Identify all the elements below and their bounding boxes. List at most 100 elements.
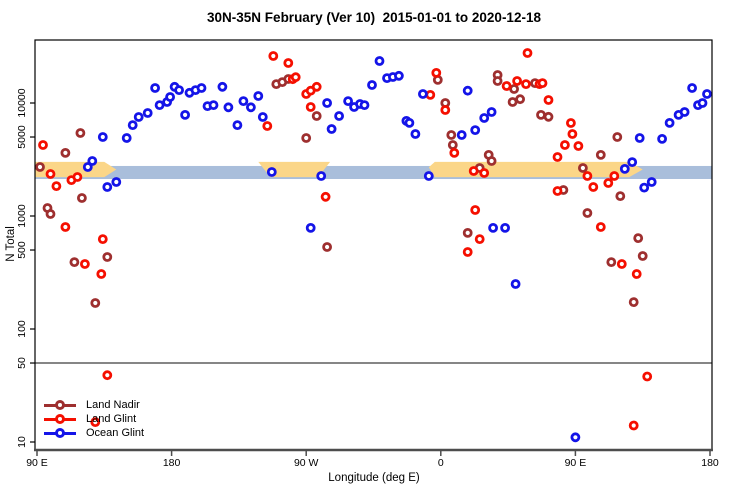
land-glint-marker-icon [44, 414, 76, 424]
yellow-band-segment [35, 161, 117, 178]
data-point-ocean-glint [374, 56, 385, 66]
data-point-land-nadir [311, 111, 322, 121]
data-point-land-glint [72, 172, 83, 182]
data-point-ocean-glint [423, 171, 434, 181]
legend-label: Land Nadir [86, 399, 140, 411]
ocean-glint-marker-icon [44, 428, 76, 438]
y-tick-label: 10000 [16, 88, 28, 117]
legend-item-ocean-glint: Ocean Glint [44, 426, 144, 440]
data-point-ocean-glint [664, 118, 675, 128]
data-point-land-nadir [615, 191, 626, 202]
data-point-land-nadir [447, 140, 458, 150]
data-point-land-nadir [446, 130, 457, 140]
data-point-land-glint [305, 102, 316, 112]
legend-item-land-nadir: Land Nadir [44, 398, 144, 412]
data-point-land-nadir [492, 76, 503, 86]
y-tick-label: 1000 [16, 204, 28, 228]
data-point-land-glint [628, 420, 639, 431]
data-point-land-glint [60, 222, 71, 232]
data-point-land-glint [45, 169, 56, 179]
data-point-ocean-glint [305, 222, 316, 233]
data-point-land-glint [474, 234, 485, 245]
data-point-land-nadir [595, 149, 606, 160]
x-tick-label: 0 [438, 457, 444, 469]
y-tick-label: 10 [16, 436, 28, 448]
data-point-land-glint [560, 140, 570, 150]
data-point-ocean-glint [316, 171, 327, 181]
data-point-ocean-glint [417, 89, 428, 99]
x-tick-label: 90 W [294, 457, 319, 469]
data-point-land-glint [552, 152, 563, 162]
x-tick-label: 180 [701, 457, 719, 469]
data-point-ocean-glint [627, 157, 638, 168]
data-point-land-glint [552, 186, 563, 196]
data-point-land-glint [449, 147, 460, 158]
data-point-land-nadir [509, 84, 519, 94]
plot-border [34, 39, 713, 451]
data-point-land-glint [311, 81, 322, 92]
data-point-land-nadir [612, 132, 623, 142]
data-point-land-glint [479, 168, 490, 178]
data-point-land-glint [573, 141, 584, 151]
data-point-ocean-glint [639, 182, 650, 193]
data-point-ocean-glint [634, 133, 645, 143]
data-point-land-nadir [582, 208, 593, 218]
data-point-land-nadir [75, 128, 86, 138]
data-point-ocean-glint [142, 108, 153, 118]
data-point-ocean-glint [127, 120, 138, 130]
data-point-ocean-glint [343, 96, 354, 106]
data-point-ocean-glint [253, 91, 264, 101]
data-point-ocean-glint [82, 162, 93, 172]
data-point-land-glint [512, 76, 522, 86]
data-point-ocean-glint [646, 177, 657, 187]
data-point-ocean-glint [479, 113, 490, 123]
land-nadir-marker-icon [44, 400, 76, 410]
data-point-land-nadir [606, 257, 617, 268]
data-point-ocean-glint [133, 112, 144, 122]
data-point-ocean-glint [266, 167, 277, 177]
legend: Land Nadir Land Glint Ocean Glint [44, 398, 144, 440]
data-point-ocean-glint [223, 102, 234, 113]
data-point-ocean-glint [486, 107, 497, 117]
y-axis-label: N Total [5, 226, 17, 262]
data-point-ocean-glint [208, 100, 219, 110]
data-point-ocean-glint [238, 96, 249, 106]
x-axis-label: Longitude (deg E) [328, 472, 420, 484]
data-point-ocean-glint [257, 112, 268, 122]
data-point-land-glint [290, 72, 301, 83]
data-point-ocean-glint [180, 110, 191, 120]
data-point-land-nadir [637, 251, 648, 261]
data-point-land-nadir [543, 111, 554, 122]
data-point-land-glint [501, 81, 512, 91]
data-point-ocean-glint [393, 70, 404, 81]
data-point-ocean-glint [97, 132, 108, 142]
data-point-land-glint [522, 48, 533, 58]
data-point-ocean-glint [510, 279, 521, 289]
data-point-ocean-glint [245, 102, 256, 113]
data-point-land-glint [567, 129, 578, 139]
data-point-land-nadir [69, 257, 80, 268]
data-point-land-glint [80, 259, 90, 269]
data-point-ocean-glint [410, 129, 421, 139]
data-point-ocean-glint [697, 98, 708, 108]
data-point-land-nadir [90, 298, 101, 308]
data-point-ocean-glint [322, 98, 333, 108]
data-point-ocean-glint [121, 133, 132, 143]
data-point-land-nadir [322, 242, 333, 252]
data-point-ocean-glint [154, 100, 165, 110]
data-point-land-nadir [102, 252, 113, 262]
data-point-land-glint [631, 269, 642, 279]
data-point-land-glint [521, 79, 531, 89]
data-point-ocean-glint [196, 83, 207, 93]
data-point-ocean-glint [217, 81, 228, 92]
legend-item-land-glint: Land Glint [44, 412, 144, 426]
data-point-ocean-glint [462, 85, 473, 96]
data-point-land-nadir [77, 193, 87, 203]
data-point-land-glint [462, 247, 473, 257]
data-point-land-glint [603, 178, 614, 188]
data-point-land-glint [283, 58, 294, 68]
data-point-ocean-glint [500, 222, 511, 233]
y-tick-label: 500 [16, 241, 28, 259]
